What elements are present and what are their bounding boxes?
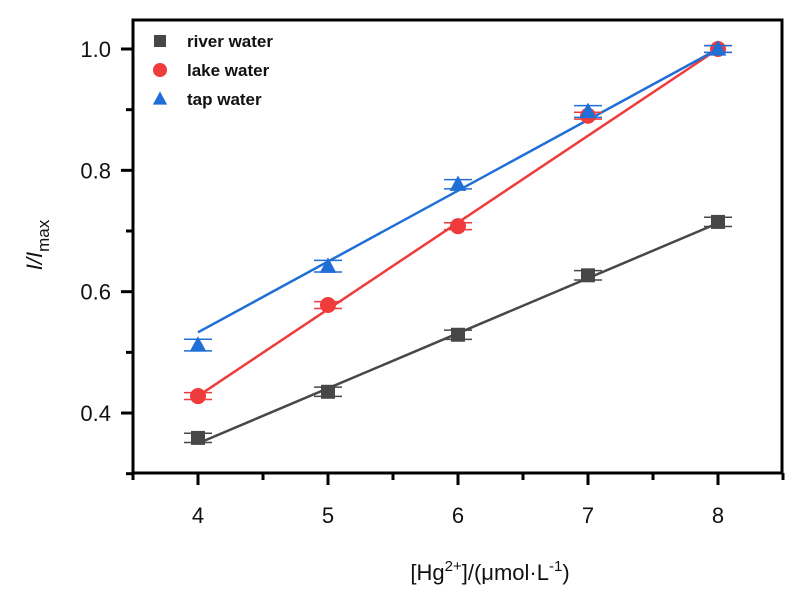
legend-item-river-water: river water bbox=[154, 32, 273, 51]
lake-water-marker bbox=[320, 297, 336, 314]
axis-ticks: 4 5 6 7 8 0.4 0.6 0.8 1.0 bbox=[80, 37, 785, 528]
river-water-marker bbox=[711, 214, 725, 229]
y-tick-label: 0.8 bbox=[80, 158, 111, 183]
legend-marker-tap-water bbox=[152, 91, 168, 105]
river-water-point bbox=[314, 384, 342, 399]
fit-lines bbox=[197, 47, 719, 445]
tap-water-point bbox=[574, 102, 602, 119]
legend-label: river water bbox=[187, 32, 273, 51]
tap-water-marker bbox=[449, 175, 467, 191]
river-water-marker bbox=[321, 384, 335, 399]
plot-frame bbox=[131, 18, 784, 475]
legend-label: lake water bbox=[187, 61, 270, 80]
tap-water-marker bbox=[189, 336, 207, 352]
x-tick-label: 4 bbox=[192, 503, 204, 528]
tap-water-marker bbox=[709, 40, 727, 56]
y-tick-label: 0.6 bbox=[80, 280, 111, 305]
legend-item-lake-water: lake water bbox=[153, 61, 270, 80]
lake-water-marker bbox=[190, 388, 206, 405]
river-water-marker bbox=[581, 268, 595, 283]
y-tick-label: 0.4 bbox=[80, 401, 111, 426]
x-axis-title: [Hg2+]/(μmol·L-1) bbox=[410, 558, 569, 585]
data-points bbox=[184, 40, 732, 445]
tap-water-point bbox=[444, 175, 472, 191]
y-axis-title: I/Imax bbox=[22, 219, 53, 270]
x-tick-label: 6 bbox=[452, 503, 464, 528]
river-water-point bbox=[574, 268, 602, 283]
river-water-point bbox=[444, 327, 472, 342]
river-water-point bbox=[704, 214, 732, 229]
river-water-marker bbox=[191, 430, 205, 445]
river-water-point bbox=[184, 430, 212, 445]
lake-water-point bbox=[444, 218, 472, 235]
tap-water-marker bbox=[319, 257, 337, 273]
river-water-marker bbox=[451, 327, 465, 342]
x-tick-label: 5 bbox=[322, 503, 334, 528]
legend-label: tap water bbox=[187, 90, 262, 109]
x-tick-label: 7 bbox=[582, 503, 594, 528]
lake-water-point bbox=[184, 388, 212, 405]
legend-marker-lake-water bbox=[153, 63, 167, 77]
lake-water-point bbox=[314, 297, 342, 314]
tap-water-point bbox=[184, 336, 212, 352]
lake-water-marker bbox=[450, 218, 466, 235]
tap-water-point bbox=[704, 40, 732, 56]
x-tick-label: 8 bbox=[712, 503, 724, 528]
y-tick-label: 1.0 bbox=[80, 37, 111, 62]
legend: river water lake water tap water bbox=[152, 32, 273, 109]
legend-marker-river-water bbox=[154, 35, 166, 47]
tap-water-marker bbox=[579, 102, 597, 119]
legend-item-tap-water: tap water bbox=[152, 90, 262, 109]
tap-water-point bbox=[314, 257, 342, 273]
